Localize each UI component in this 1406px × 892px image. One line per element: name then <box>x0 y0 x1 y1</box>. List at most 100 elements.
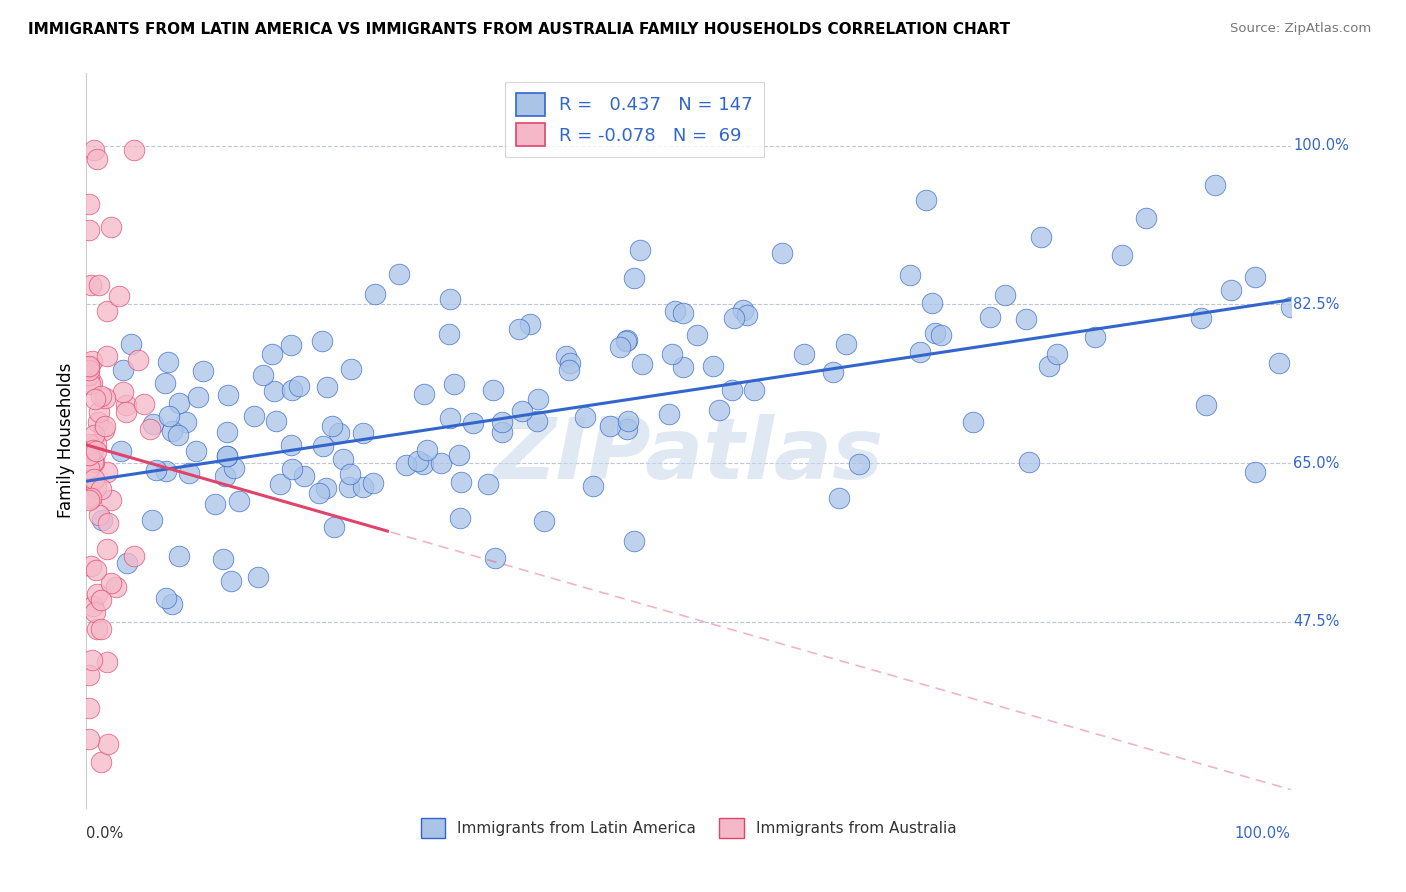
Point <box>114 398 136 412</box>
Point <box>599 418 621 433</box>
Point <box>1015 312 1038 326</box>
Point <box>96 465 118 479</box>
Point <box>122 143 145 157</box>
Point <box>312 439 335 453</box>
Point <box>339 467 361 481</box>
Point <box>186 443 208 458</box>
Point <box>87 415 110 429</box>
Point <box>491 425 513 440</box>
Point <box>141 513 163 527</box>
Point <box>222 460 245 475</box>
Point <box>79 489 101 503</box>
Point <box>1031 230 1053 244</box>
Point <box>80 653 103 667</box>
Point <box>139 422 162 436</box>
Point <box>1267 356 1289 370</box>
Point <box>482 383 505 397</box>
Point <box>153 376 176 390</box>
Point <box>160 424 183 438</box>
Point <box>90 622 112 636</box>
Point <box>308 485 330 500</box>
Point <box>793 347 815 361</box>
Point <box>623 533 645 548</box>
Point <box>323 520 346 534</box>
Point <box>174 415 197 429</box>
Point <box>328 425 350 440</box>
Point <box>79 363 101 377</box>
Point <box>89 277 111 292</box>
Point <box>1111 248 1133 262</box>
Point <box>617 414 640 428</box>
Point <box>835 336 858 351</box>
Point <box>96 303 118 318</box>
Point <box>169 549 191 563</box>
Legend: Immigrants from Latin America, Immigrants from Australia: Immigrants from Latin America, Immigrant… <box>415 813 963 844</box>
Point <box>664 303 686 318</box>
Point <box>110 444 132 458</box>
Point <box>204 497 226 511</box>
Text: 65.0%: 65.0% <box>1294 456 1340 471</box>
Point <box>558 356 581 370</box>
Point <box>352 480 374 494</box>
Point <box>1018 455 1040 469</box>
Point <box>77 448 100 462</box>
Point <box>1219 283 1241 297</box>
Point <box>430 456 453 470</box>
Point <box>77 493 100 508</box>
Point <box>672 359 695 374</box>
Text: 82.5%: 82.5% <box>1294 297 1340 312</box>
Point <box>108 289 131 303</box>
Text: 0.0%: 0.0% <box>86 826 124 841</box>
Point <box>661 347 683 361</box>
Point <box>352 426 374 441</box>
Point <box>388 268 411 282</box>
Point <box>100 219 122 234</box>
Point <box>84 563 107 577</box>
Point <box>79 368 101 382</box>
Point <box>77 437 100 451</box>
Point <box>86 152 108 166</box>
Point <box>83 455 105 469</box>
Point <box>450 475 472 490</box>
Point <box>527 392 550 407</box>
Point <box>127 353 149 368</box>
Point <box>280 338 302 352</box>
Point <box>742 383 765 397</box>
Point <box>80 376 103 391</box>
Point <box>142 417 165 432</box>
Point <box>94 418 117 433</box>
Point <box>526 413 548 427</box>
Y-axis label: Family Households: Family Households <box>58 363 75 518</box>
Point <box>908 345 931 359</box>
Point <box>915 193 938 207</box>
Point <box>120 337 142 351</box>
Point <box>848 457 870 471</box>
Point <box>100 575 122 590</box>
Point <box>671 306 693 320</box>
Point <box>437 327 460 342</box>
Point <box>1084 330 1107 344</box>
Point <box>242 409 264 424</box>
Point <box>77 223 100 237</box>
Point <box>533 514 555 528</box>
Point <box>155 591 177 606</box>
Point <box>160 597 183 611</box>
Point <box>79 376 101 391</box>
Point <box>280 438 302 452</box>
Point <box>994 288 1017 302</box>
Point <box>93 423 115 437</box>
Point <box>931 327 953 342</box>
Point <box>508 322 530 336</box>
Point <box>614 334 637 348</box>
Point <box>616 333 638 347</box>
Point <box>924 326 946 341</box>
Point <box>80 277 103 292</box>
Point <box>83 143 105 157</box>
Point <box>89 405 111 419</box>
Point <box>84 605 107 619</box>
Point <box>191 364 214 378</box>
Point <box>770 245 793 260</box>
Point <box>582 479 605 493</box>
Point <box>177 466 200 480</box>
Point <box>96 542 118 557</box>
